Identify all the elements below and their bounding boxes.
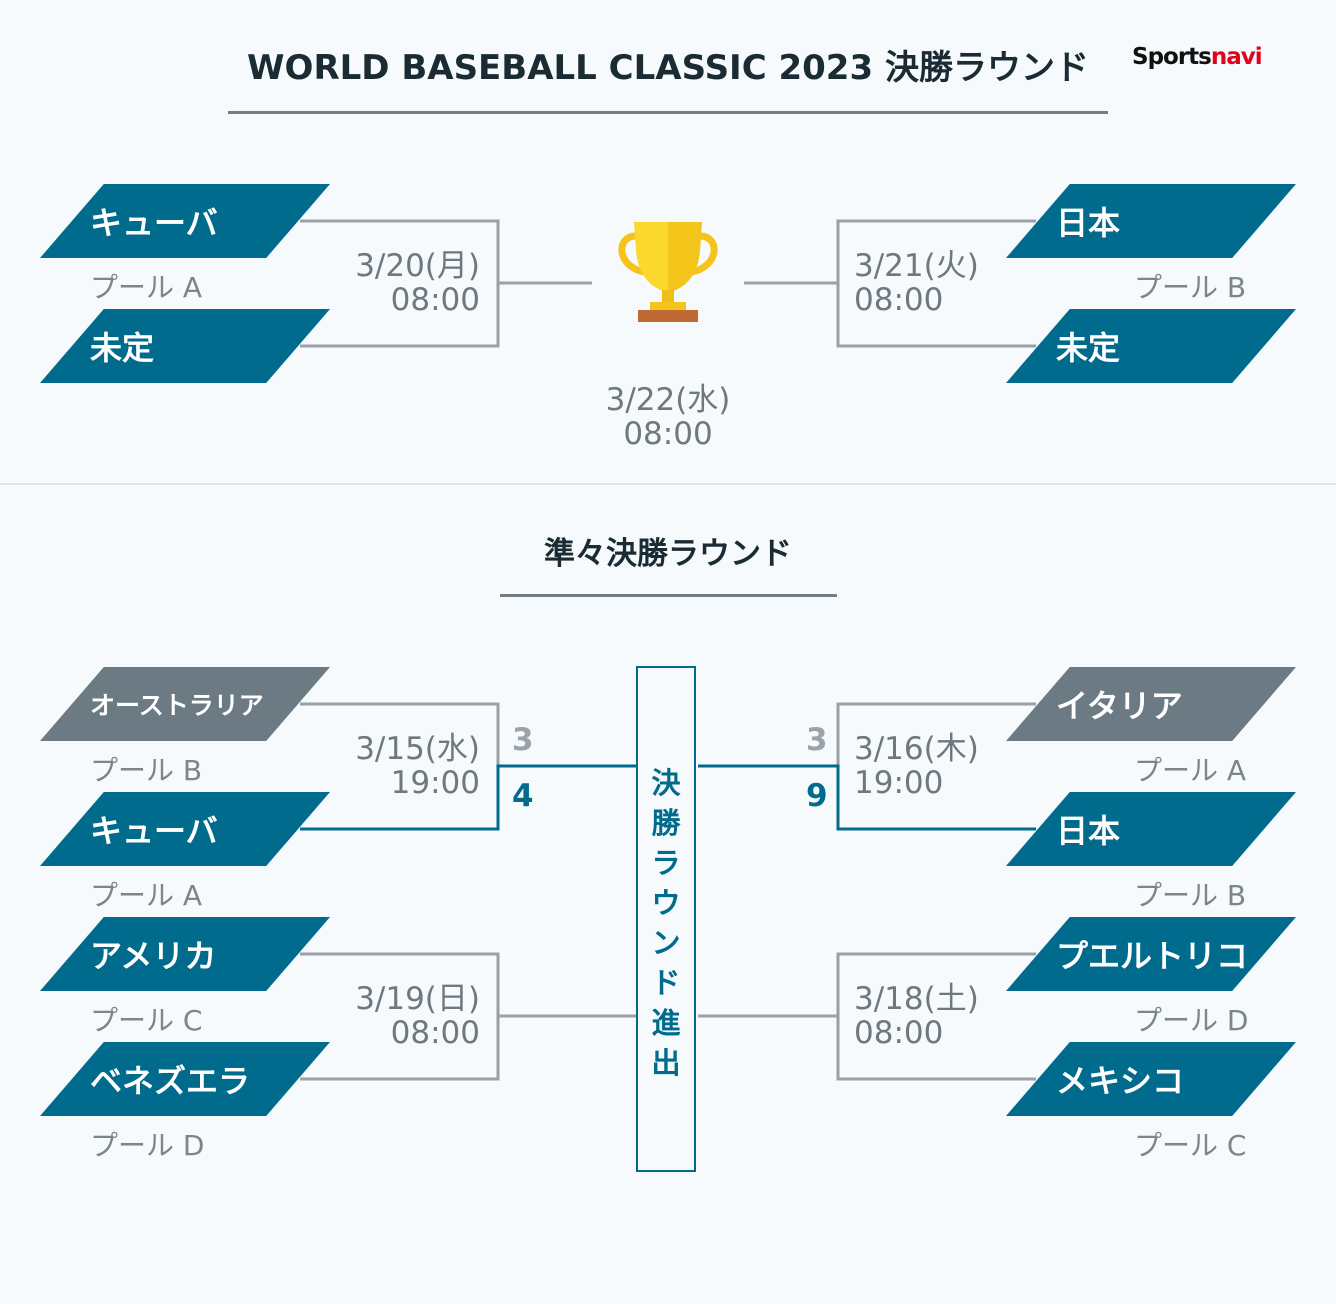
advance-label-char: 進	[651, 1006, 681, 1040]
final-schedule: 3/22(水) 08:00	[605, 382, 731, 452]
qf3-schedule: 3/19(日) 08:00	[355, 981, 480, 1051]
pool-label: プール A	[1134, 754, 1247, 787]
trophy-icon	[618, 222, 718, 322]
pool-label: プール C	[90, 1004, 203, 1037]
pool-label: プール C	[1134, 1129, 1247, 1162]
title-underline	[228, 111, 1108, 114]
sportsnavi-logo[interactable]: Sportsnavi	[1132, 44, 1263, 70]
subtitle-underline	[500, 594, 837, 597]
qf2-score-1: 3	[806, 722, 828, 758]
semi-left-schedule: 3/20(月) 08:00	[355, 248, 480, 318]
qf2-score-2: 9	[806, 778, 828, 814]
pool-label: プール B	[1134, 271, 1247, 304]
advance-label-char: ラ	[651, 846, 681, 880]
advance-label-char: 出	[651, 1046, 681, 1080]
qf1-score-1: 3	[512, 722, 534, 758]
qf4-schedule: 3/18(土) 08:00	[854, 981, 979, 1051]
semi-right-schedule: 3/21(火) 08:00	[854, 248, 979, 318]
advance-label-char: 勝	[651, 806, 681, 840]
advance-to-final-box: 決 勝 ラ ウ ン ド 進 出	[636, 666, 696, 1172]
advance-label-char: 決	[651, 766, 681, 800]
pool-label: プール B	[1134, 879, 1247, 912]
qf1-score-2: 4	[512, 778, 534, 814]
pool-label: プール B	[90, 754, 203, 787]
pool-label: プール D	[90, 1129, 205, 1162]
page-title: WORLD BASEBALL CLASSIC 2023 決勝ラウンド	[247, 48, 1089, 88]
pool-label: プール A	[90, 271, 203, 304]
qf1-schedule: 3/15(水) 19:00	[355, 731, 480, 801]
section-title: 準々決勝ラウンド	[544, 536, 792, 572]
advance-label-char: ド	[651, 966, 681, 1000]
pool-label: プール A	[90, 879, 203, 912]
advance-label-char: ウ	[651, 886, 681, 920]
qf2-schedule: 3/16(木) 19:00	[854, 731, 979, 801]
advance-label-char: ン	[651, 926, 681, 960]
section-divider	[0, 483, 1336, 485]
pool-label: プール D	[1134, 1004, 1249, 1037]
